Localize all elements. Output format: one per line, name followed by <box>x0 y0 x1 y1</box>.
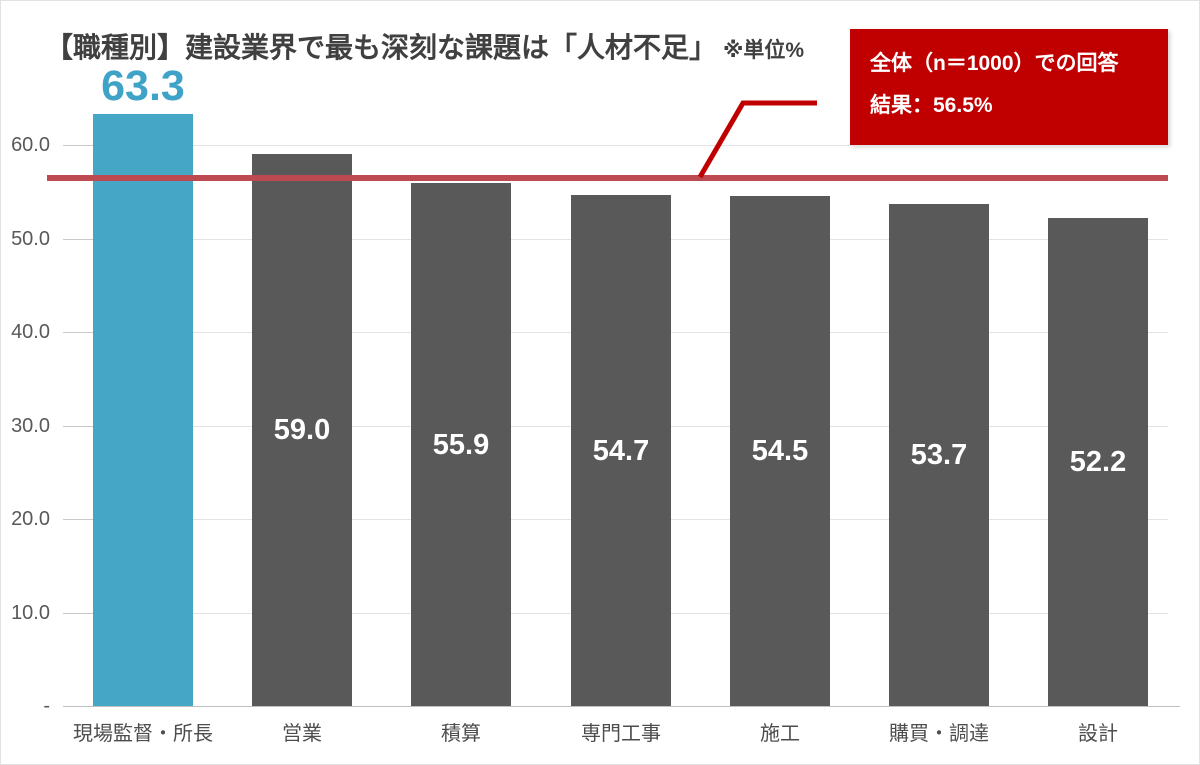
bar <box>571 195 671 706</box>
gridline <box>63 145 1168 146</box>
x-axis-category-label: 積算 <box>441 723 481 745</box>
y-axis-tick-label: 20.0 <box>11 508 50 530</box>
callout-line1: 全体（n＝1000）での回答 <box>870 52 1119 75</box>
y-axis-tick-label: 60.0 <box>11 134 50 156</box>
x-axis-category-label: 施工 <box>760 723 800 745</box>
y-axis-tick <box>63 426 93 427</box>
y-axis-tick-label: 40.0 <box>11 321 50 343</box>
overall-result-callout-box: 全体（n＝1000）での回答 結果：56.5% <box>850 29 1168 145</box>
bar-value-label-highlighted: 63.3 <box>101 62 185 110</box>
chart-title-text: 【職種別】建設業界で最も深刻な課題は「人材不足」 <box>45 32 718 63</box>
y-axis-tick <box>63 519 93 520</box>
x-axis-category-label: 現場監督・所長 <box>73 723 213 745</box>
y-axis-tick <box>63 613 93 614</box>
unit-note: ※単位% <box>723 39 805 62</box>
y-axis-tick <box>63 332 93 333</box>
x-axis-category-label: 設計 <box>1078 723 1118 745</box>
y-axis-tick <box>63 239 93 240</box>
bar <box>730 196 830 706</box>
x-axis-category-label: 専門工事 <box>581 723 661 745</box>
y-axis-tick-label: 30.0 <box>11 415 50 437</box>
chart-title: 【職種別】建設業界で最も深刻な課題は「人材不足」 ※単位% <box>45 26 804 66</box>
x-axis-category-label: 購買・調達 <box>889 723 989 745</box>
bar <box>889 204 989 706</box>
bar-value-label: 54.7 <box>592 435 650 467</box>
y-axis-tick-label: 50.0 <box>11 228 50 250</box>
x-axis-line <box>63 706 1180 707</box>
bar-value-label: 53.7 <box>910 439 968 471</box>
y-axis-tick <box>63 145 93 146</box>
bar-highlighted <box>93 114 193 706</box>
x-axis-category-label: 営業 <box>282 723 322 745</box>
y-axis-tick-label: - <box>43 695 50 717</box>
bar-value-label: 52.2 <box>1069 446 1127 478</box>
bar-value-label: 59.0 <box>273 414 331 446</box>
bar-value-label: 55.9 <box>432 429 490 461</box>
bar <box>411 183 511 706</box>
bar <box>1048 218 1148 706</box>
bar-value-label: 54.5 <box>751 435 809 467</box>
overall-average-reference-line <box>47 175 1168 181</box>
callout-line2: 結果：56.5% <box>870 94 993 117</box>
y-axis-tick-label: 10.0 <box>11 602 50 624</box>
bar <box>252 154 352 706</box>
